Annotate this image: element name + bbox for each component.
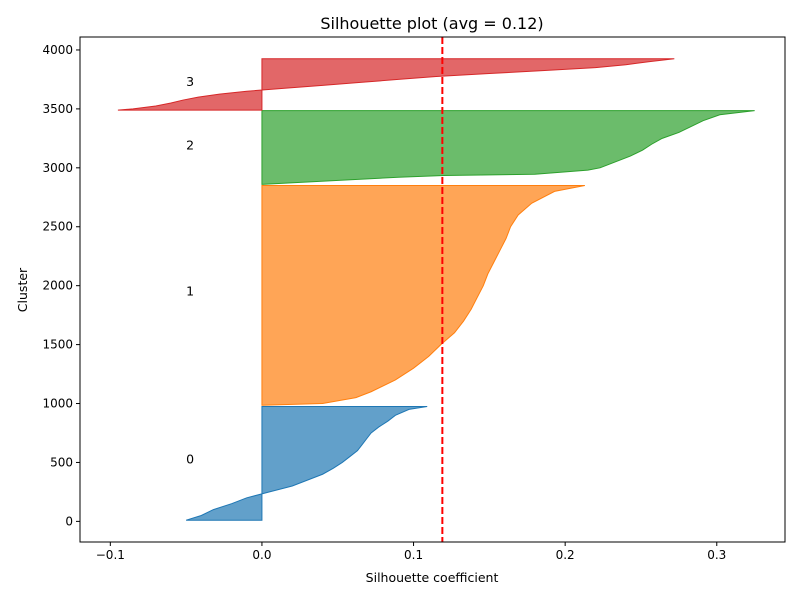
y-tick-label: 0: [65, 514, 73, 528]
x-tick-label: 0.0: [252, 548, 271, 562]
cluster-3-silhouette: [117, 58, 675, 111]
y-tick-label: 500: [50, 455, 73, 469]
y-tick-label: 3500: [42, 102, 73, 116]
y-tick-label: 2000: [42, 279, 73, 293]
x-tick-label: 0.3: [707, 548, 726, 562]
cluster-2-label: 2: [186, 137, 194, 152]
y-axis-label: Cluster: [15, 267, 30, 312]
cluster-areas: [117, 58, 755, 521]
x-tick-label: 0.2: [556, 548, 575, 562]
cluster-1-label: 1: [186, 284, 194, 299]
cluster-3-label: 3: [186, 74, 194, 89]
cluster-1-silhouette: [261, 184, 585, 406]
y-axis-ticks: 0 500 1000 1500 2000 2500 3000 3500 4000: [42, 43, 80, 528]
x-axis-ticks: −0.1 0.0 0.1 0.2 0.3: [96, 542, 726, 562]
cluster-0-silhouette: [185, 405, 428, 521]
y-tick-label: 4000: [42, 43, 73, 57]
cluster-0-label: 0: [186, 452, 194, 467]
y-tick-label: 2500: [42, 220, 73, 234]
y-tick-label: 3000: [42, 161, 73, 175]
plot-frame: [79, 36, 786, 543]
x-axis-label: Silhouette coefficient: [366, 570, 499, 585]
y-tick-label: 1000: [42, 397, 73, 411]
cluster-2-silhouette: [261, 110, 755, 185]
cluster-labels: 0 1 2 3: [186, 74, 194, 467]
y-tick-label: 1500: [42, 338, 73, 352]
chart-title: Silhouette plot (avg = 0.12): [320, 14, 543, 33]
x-tick-label: 0.1: [404, 548, 423, 562]
x-tick-label: −0.1: [96, 548, 125, 562]
